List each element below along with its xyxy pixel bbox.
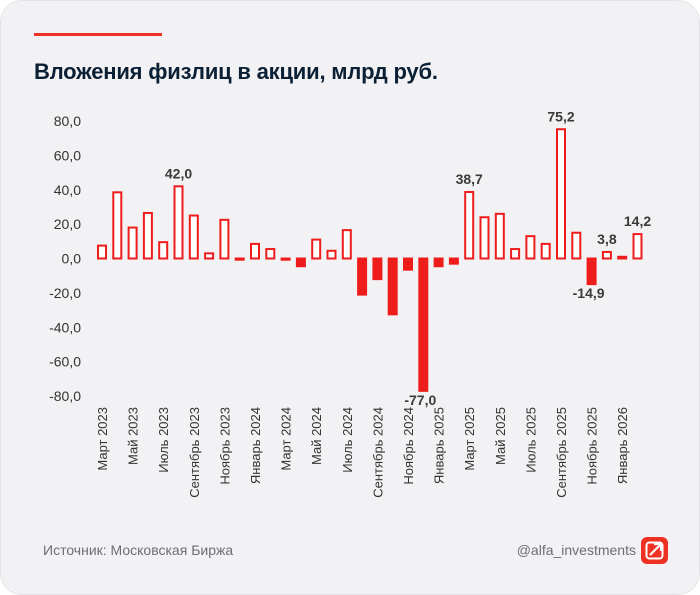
bar <box>632 233 643 260</box>
bar <box>586 257 597 286</box>
x-tick-label: Январь 2024 <box>248 407 263 484</box>
x-tick-label: Сентябрь 2023 <box>187 407 202 498</box>
y-tick-label: -60,0 <box>49 354 81 370</box>
y-tick-label: -80,0 <box>49 388 81 404</box>
bar <box>326 249 337 260</box>
x-tick-label: Май 2023 <box>126 407 141 465</box>
x-tick-label: Март 2024 <box>279 407 294 471</box>
data-label: 38,7 <box>456 171 483 187</box>
bar <box>142 211 153 260</box>
bar <box>341 229 352 260</box>
accent-line <box>34 33 162 36</box>
x-tick-label: Январь 2025 <box>432 407 447 484</box>
bar <box>571 231 582 260</box>
data-label: 75,2 <box>547 108 574 124</box>
y-tick-label: -40,0 <box>49 319 81 335</box>
bar <box>112 191 123 260</box>
bar <box>494 212 505 260</box>
bar <box>464 190 475 260</box>
bar <box>127 226 138 260</box>
bar <box>219 218 230 260</box>
bar <box>234 257 245 261</box>
source-note: Источник: Московская Биржа <box>43 542 234 558</box>
data-label: -14,9 <box>573 285 605 301</box>
x-tick-label: Май 2025 <box>493 407 508 465</box>
bar <box>556 128 566 260</box>
y-tick-label: 0,0 <box>62 251 82 267</box>
data-label: 14,2 <box>624 213 651 229</box>
bar <box>525 235 536 260</box>
bar <box>418 257 429 392</box>
bar <box>617 255 628 260</box>
bar <box>204 252 215 260</box>
x-tick-label: Январь 2026 <box>615 407 630 484</box>
bar <box>97 244 107 260</box>
alfa-arrow-logo-icon[interactable] <box>641 537 668 564</box>
data-label: 42,0 <box>165 165 192 181</box>
bar <box>280 257 291 261</box>
bar <box>158 241 169 260</box>
social-handle-link[interactable]: @alfa_investments <box>516 542 636 558</box>
x-tick-label: Июль 2025 <box>523 407 538 473</box>
bar <box>448 257 459 265</box>
bar <box>311 238 322 260</box>
x-tick-label: Март 2025 <box>462 407 477 471</box>
chart-title: Вложения физлиц в акции, млрд руб. <box>34 59 438 84</box>
bar <box>265 248 276 260</box>
bar <box>173 185 184 260</box>
x-tick-label: Ноябрь 2024 <box>401 407 416 485</box>
bar <box>372 257 383 281</box>
y-tick-label: 20,0 <box>54 216 81 232</box>
x-tick-label: Май 2024 <box>309 407 324 465</box>
y-tick-label: -20,0 <box>49 285 81 301</box>
bar <box>540 242 551 260</box>
y-tick-label: 60,0 <box>54 147 81 163</box>
x-tick-label: Ноябрь 2023 <box>217 407 232 485</box>
bar <box>357 257 368 296</box>
y-tick-label: 40,0 <box>54 182 81 198</box>
bar <box>510 248 521 260</box>
x-tick-label: Июль 2023 <box>156 407 171 473</box>
data-label: 3,8 <box>597 231 617 247</box>
bar <box>188 214 199 260</box>
bar-chart: 80,0 60,0 40,0 20,0 0,0 -20,0 -40,0 -60,0 -80,0 М… <box>49 108 651 498</box>
bar <box>433 257 444 268</box>
x-tick-label: Март 2023 <box>95 407 110 471</box>
x-tick-label: Сентябрь 2025 <box>554 407 569 498</box>
bar <box>387 257 398 316</box>
y-tick-label: 80,0 <box>54 113 81 129</box>
bar <box>403 257 413 271</box>
data-label: -77,0 <box>404 392 436 408</box>
bar <box>479 216 490 260</box>
x-tick-label: Сентябрь 2024 <box>370 407 385 498</box>
bar <box>250 242 260 260</box>
bar <box>601 250 612 260</box>
x-tick-label: Ноябрь 2025 <box>585 407 600 485</box>
x-tick-label: Июль 2024 <box>340 407 355 473</box>
bar <box>295 257 306 268</box>
